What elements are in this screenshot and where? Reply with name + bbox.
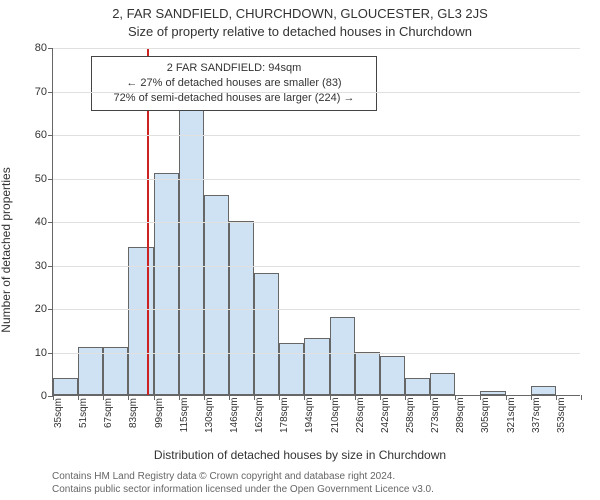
ytick-label: 30 [35, 260, 47, 272]
xtick-label: 242sqm [380, 383, 391, 419]
histogram-bar [254, 273, 279, 395]
ytick-label: 40 [35, 216, 47, 228]
gridline [53, 353, 580, 354]
xtick-label: 83sqm [128, 386, 139, 416]
y-axis-label: Number of detached properties [0, 167, 13, 332]
xtick-label: 162sqm [254, 383, 265, 419]
xtick-label: 194sqm [304, 383, 315, 419]
gridline [53, 135, 580, 136]
credits-line: Contains public sector information licen… [52, 484, 434, 497]
plot-area: 2 FAR SANDFIELD: 94sqm ← 27% of detached… [52, 48, 580, 396]
credits-line: Contains HM Land Registry data © Crown c… [52, 471, 434, 484]
xtick-label: 337sqm [531, 383, 542, 419]
histogram-bar [128, 247, 153, 395]
xtick-label: 51sqm [78, 386, 89, 416]
annotation-line: 72% of semi-detached houses are larger (… [100, 91, 368, 106]
ytick-label: 10 [35, 347, 47, 359]
ytick-mark [48, 135, 53, 136]
xtick-label: 289sqm [455, 383, 466, 419]
gridline [53, 266, 580, 267]
annotation-box: 2 FAR SANDFIELD: 94sqm ← 27% of detached… [91, 56, 377, 111]
gridline [53, 309, 580, 310]
ytick-mark [48, 353, 53, 354]
xtick-label: 353sqm [556, 383, 567, 419]
ytick-mark [48, 266, 53, 267]
xtick-label: 305sqm [480, 383, 491, 419]
gridline [53, 92, 580, 93]
ytick-label: 80 [35, 42, 47, 54]
xtick-label: 130sqm [204, 383, 215, 419]
histogram-bar [229, 221, 254, 395]
ytick-label: 50 [35, 173, 47, 185]
xtick-label: 273sqm [430, 383, 441, 419]
chart-container: 2, FAR SANDFIELD, CHURCHDOWN, GLOUCESTER… [0, 0, 600, 500]
histogram-bar [204, 195, 229, 395]
gridline [53, 179, 580, 180]
ytick-label: 60 [35, 129, 47, 141]
ytick-label: 20 [35, 303, 47, 315]
ytick-mark [48, 48, 53, 49]
xtick-mark [581, 395, 582, 400]
chart-title-main: 2, FAR SANDFIELD, CHURCHDOWN, GLOUCESTER… [0, 6, 600, 21]
xtick-label: 178sqm [279, 383, 290, 419]
x-axis-label: Distribution of detached houses by size … [0, 448, 600, 462]
xtick-label: 146sqm [229, 383, 240, 419]
gridline [53, 48, 580, 49]
xtick-label: 226sqm [355, 383, 366, 419]
xtick-label: 258sqm [405, 383, 416, 419]
chart-title-sub: Size of property relative to detached ho… [0, 24, 600, 39]
ytick-label: 0 [41, 390, 47, 402]
xtick-label: 321sqm [506, 383, 517, 419]
ytick-mark [48, 92, 53, 93]
gridline [53, 222, 580, 223]
ytick-label: 70 [35, 86, 47, 98]
xtick-label: 35sqm [53, 386, 64, 416]
ytick-mark [48, 179, 53, 180]
histogram-bar [179, 99, 204, 395]
ytick-mark [48, 309, 53, 310]
xtick-label: 99sqm [154, 386, 165, 416]
annotation-line: ← 27% of detached houses are smaller (83… [100, 76, 368, 91]
xtick-label: 210sqm [330, 383, 341, 419]
ytick-mark [48, 222, 53, 223]
credits-block: Contains HM Land Registry data © Crown c… [52, 471, 434, 496]
xtick-label: 115sqm [179, 384, 190, 419]
histogram-bar [154, 173, 179, 395]
xtick-label: 67sqm [103, 386, 114, 416]
annotation-line: 2 FAR SANDFIELD: 94sqm [100, 61, 368, 76]
